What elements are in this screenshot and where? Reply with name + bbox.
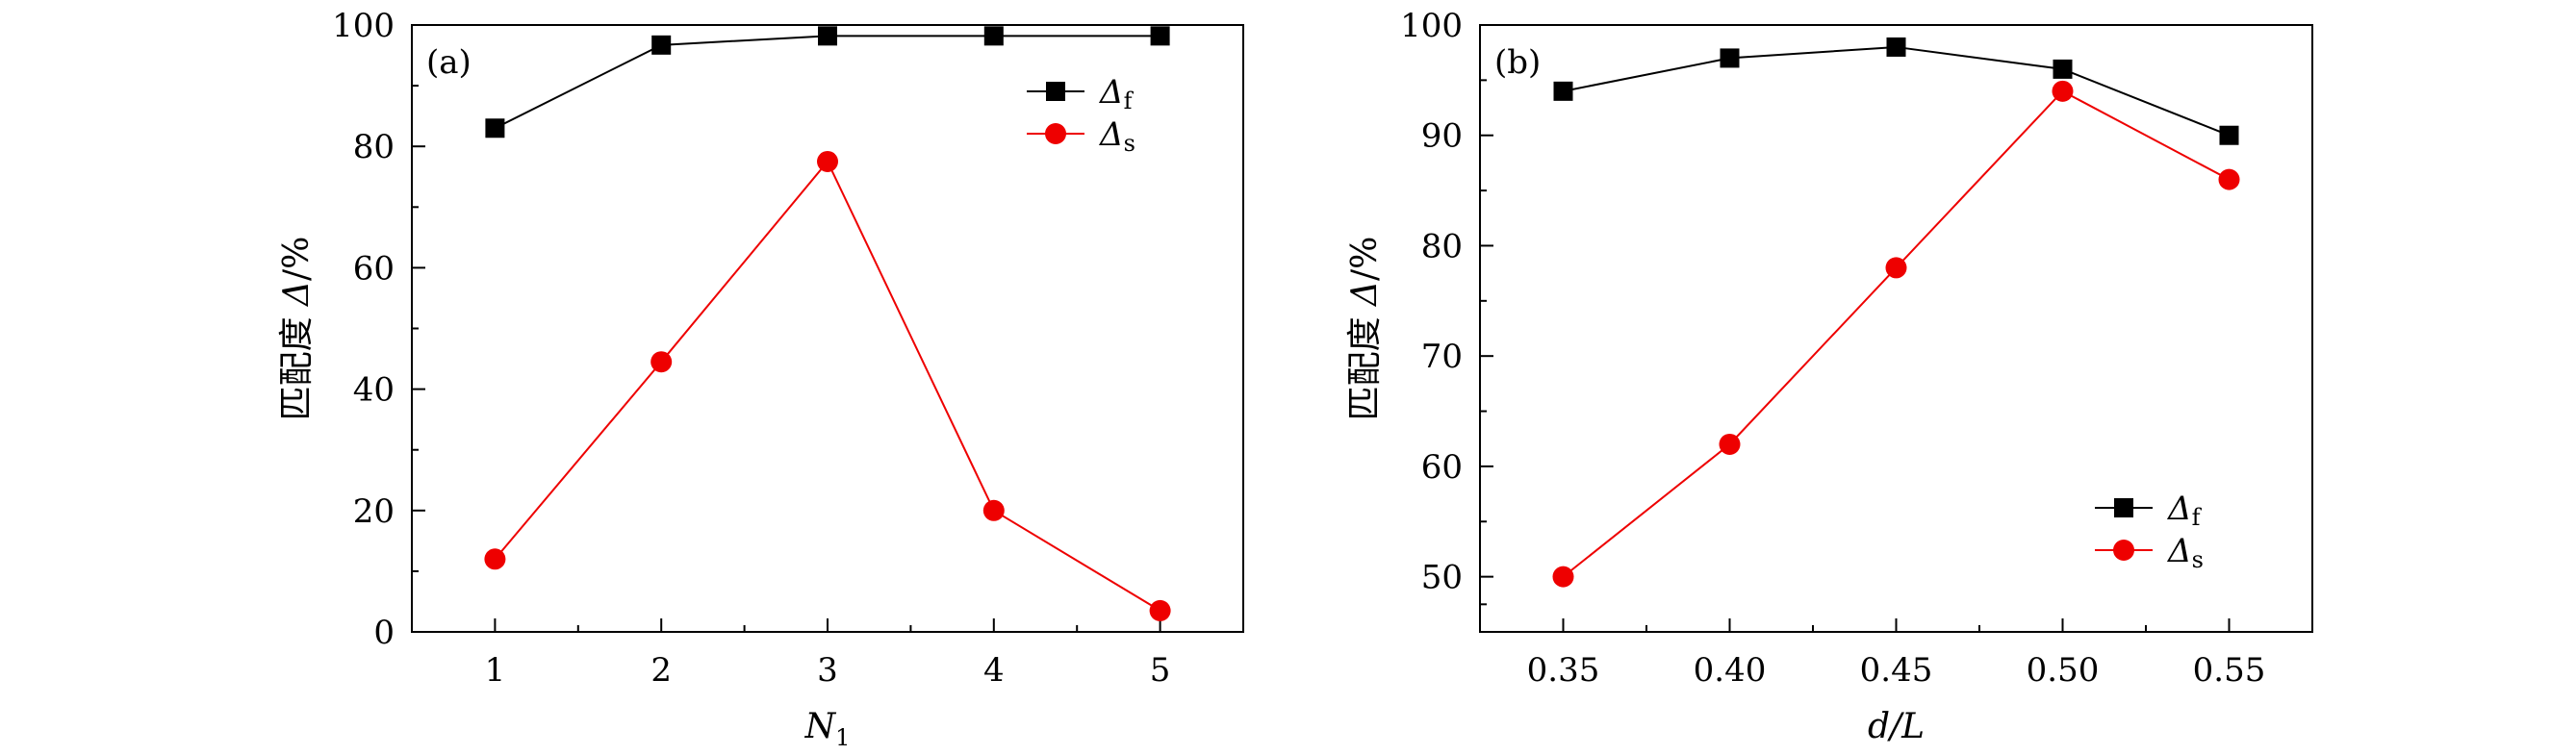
data-point-s [982,499,1005,521]
legend-marker [2114,498,2133,517]
y-tick-label: 60 [353,249,395,288]
legend-marker [1045,123,1066,144]
x-tick-label: 0.40 [1694,651,1767,690]
data-point-s [484,548,506,570]
data-point-f [1553,81,1573,101]
panel-label: (b) [1494,43,1541,82]
y-axis-title: 匹配度 Δ/% [277,237,317,421]
x-tick-label: 0.50 [2027,651,2100,690]
x-tick-label: 0.45 [1860,651,1933,690]
data-point-f [485,118,505,138]
legend-label: Δs [1098,115,1135,157]
data-point-f [651,35,672,55]
data-point-f [2053,59,2073,79]
y-tick-label: 80 [1421,227,1463,265]
series-f [1553,37,2239,145]
legend-entry-f: Δf [1027,73,1135,114]
x-tick-label: 2 [650,651,672,690]
data-point-s [817,150,838,172]
legend-label: Δs [2166,532,2204,573]
panel-label: (a) [426,43,472,82]
series-s [1552,80,2240,588]
data-point-s [2052,80,2074,102]
data-point-s [1719,433,1741,455]
data-point-s [1885,257,1907,279]
y-tick-label: 100 [1400,7,1463,45]
legend-entry-s: Δs [2095,532,2204,573]
y-tick-label: 90 [1421,117,1463,156]
y-tick-label: 70 [1421,338,1463,376]
series-line-s [494,160,1161,612]
data-point-s [2218,168,2240,190]
y-axis-title: 匹配度 Δ/% [1345,237,1385,421]
y-tick-label: 80 [353,128,395,166]
y-tick-label: 40 [353,371,395,410]
x-axis-title: N1 [804,707,851,750]
data-point-f [1886,37,1906,57]
series-line-f [1563,45,2230,137]
data-point-s [1149,599,1171,621]
y-tick-label: 60 [1421,448,1463,487]
y-tick-label: 20 [353,492,395,531]
data-point-f [1720,48,1740,68]
x-tick-label: 0.35 [1527,651,1600,690]
series-s [484,150,1171,621]
legend-entry-s: Δs [1027,115,1135,157]
data-point-f [818,26,837,46]
y-tick-label: 50 [1421,559,1463,597]
data-point-f [2219,125,2239,145]
series-f [485,26,1170,138]
legend-marker [2113,540,2134,561]
legend-marker [1046,82,1065,101]
y-tick-label: 0 [373,614,395,652]
x-tick-label: 0.55 [2193,651,2266,690]
legend-label: Δf [1098,73,1135,114]
x-tick-label: 4 [983,651,1005,690]
data-point-f [983,26,1004,46]
y-tick-label: 100 [332,7,395,45]
legend-label: Δf [2166,490,2203,531]
data-point-f [1150,26,1170,46]
x-tick-label: 1 [485,651,506,690]
data-point-s [1552,566,1574,588]
x-tick-label: 5 [1150,651,1171,690]
x-axis-title: d/L [1868,707,1925,746]
data-point-s [650,351,673,373]
x-tick-label: 3 [817,651,838,690]
chart-panel-b: 0.35 0.40 0.45 0.50 0.55 50 60 70 80 90 100 (b) d/L 匹… [1345,7,2313,746]
legend-entry-f: Δf [2095,490,2203,531]
